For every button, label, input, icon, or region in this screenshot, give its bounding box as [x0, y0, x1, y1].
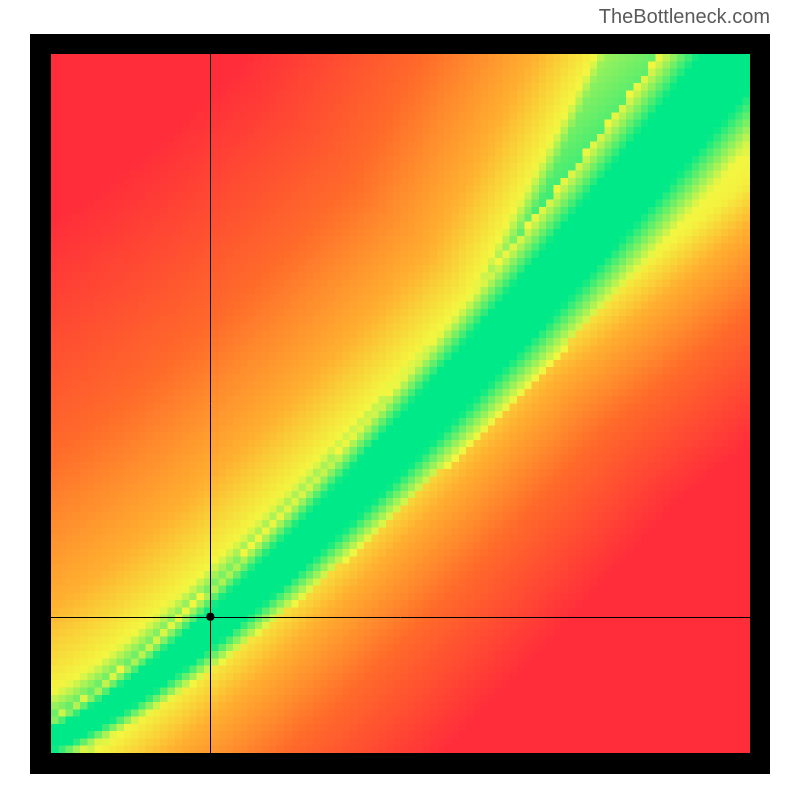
crosshair-overlay	[51, 54, 750, 753]
chart-container: TheBottleneck.com	[0, 0, 800, 800]
watermark-text: TheBottleneck.com	[599, 6, 770, 29]
